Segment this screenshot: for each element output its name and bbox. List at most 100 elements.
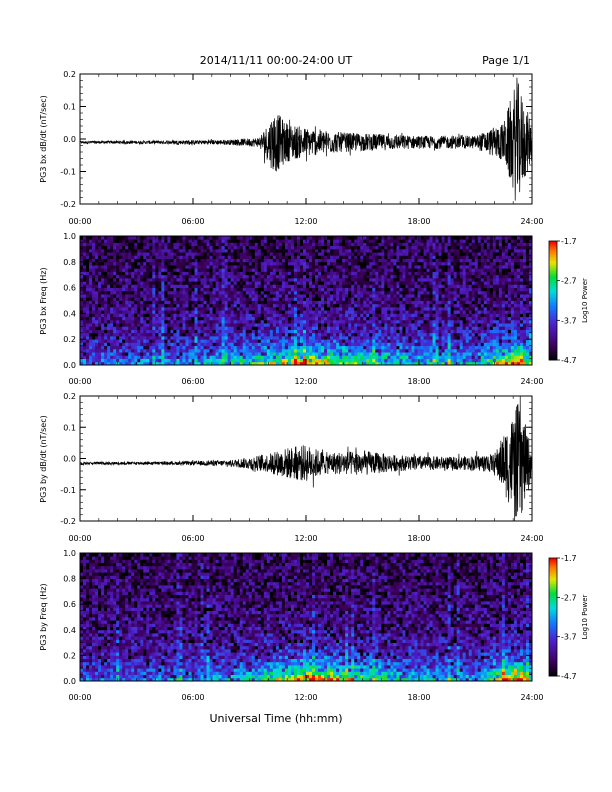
spectrogram-cell bbox=[381, 335, 385, 340]
spectrogram-cell bbox=[116, 306, 120, 311]
spectrogram-cell bbox=[101, 242, 105, 247]
spectrogram-cell bbox=[185, 236, 189, 240]
spectrogram-cell bbox=[101, 277, 105, 282]
spectrogram-cell bbox=[128, 319, 132, 324]
spectrogram-cell bbox=[203, 310, 207, 314]
spectrogram-cell bbox=[399, 342, 403, 347]
spectrogram-cell bbox=[318, 248, 322, 253]
spectrogram-cell bbox=[357, 294, 361, 298]
spectrogram-cell bbox=[227, 345, 232, 350]
spectrogram-cell bbox=[80, 361, 84, 366]
spectrogram-cell bbox=[281, 358, 286, 363]
spectrogram-cell bbox=[318, 323, 322, 327]
spectrogram-cell bbox=[278, 355, 283, 359]
spectrogram-cell bbox=[107, 345, 111, 350]
spectrogram-cell bbox=[92, 281, 96, 285]
spectrogram-cell bbox=[330, 255, 334, 259]
spectrogram-cell bbox=[242, 335, 247, 340]
spectrogram-cell bbox=[233, 297, 238, 301]
spectrogram-cell bbox=[254, 358, 259, 363]
spectrogram-cell bbox=[158, 300, 162, 305]
spectrogram-cell bbox=[312, 277, 316, 282]
spectrogram-cell bbox=[312, 261, 316, 266]
spectrogram-cell bbox=[209, 339, 213, 343]
spectrogram-cell bbox=[336, 345, 340, 350]
spectrogram-cell bbox=[257, 287, 262, 292]
spectrogram-cell bbox=[200, 355, 204, 359]
spectrogram-cell bbox=[209, 265, 213, 269]
spectrogram-cell bbox=[420, 332, 424, 337]
spectrogram-cell bbox=[113, 326, 117, 330]
spectrogram-cell bbox=[104, 265, 108, 269]
spectrogram-cell bbox=[296, 361, 301, 366]
spectrogram-cell bbox=[417, 306, 421, 311]
spectrogram-cell bbox=[251, 345, 256, 350]
spectrogram-cell bbox=[224, 316, 229, 321]
spectrogram-cell bbox=[387, 287, 391, 292]
spectrogram-cell bbox=[110, 236, 114, 240]
spectrogram-cell bbox=[248, 306, 253, 311]
spectrogram-cell bbox=[158, 236, 162, 240]
spectrogram-cell bbox=[417, 332, 421, 337]
spectrogram-cell bbox=[290, 319, 295, 324]
spectrogram-cell bbox=[354, 297, 358, 301]
spectrogram-cell bbox=[420, 326, 424, 330]
spectrogram-cell bbox=[438, 313, 442, 318]
spectrogram-cell bbox=[399, 323, 403, 327]
spectrogram-cell bbox=[336, 306, 340, 311]
spectrogram-cell bbox=[227, 242, 232, 247]
spectrogram-cell bbox=[372, 297, 376, 301]
spectrogram-cell bbox=[441, 248, 446, 253]
spectrogram-cell bbox=[194, 287, 198, 292]
spectrogram-cell bbox=[306, 329, 310, 334]
spectrogram-cell bbox=[254, 277, 259, 282]
spectrogram-cell bbox=[167, 258, 171, 263]
spectrogram-cell bbox=[170, 284, 174, 289]
spectrogram-cell bbox=[375, 310, 379, 314]
spectrogram-cell bbox=[348, 345, 352, 350]
spectrogram-cell bbox=[312, 255, 316, 259]
spectrogram-cell bbox=[372, 329, 376, 334]
spectrogram-cell bbox=[215, 258, 220, 263]
spectrogram-cell bbox=[149, 358, 153, 363]
spectrogram-cell bbox=[438, 236, 442, 240]
spectrogram-cell bbox=[384, 319, 388, 324]
spectrogram-cell bbox=[113, 277, 117, 282]
spectrogram-cell bbox=[224, 306, 229, 311]
spectrogram-cell bbox=[299, 342, 304, 347]
spectrogram-cell bbox=[113, 313, 117, 318]
spectrogram-cell bbox=[137, 261, 141, 266]
spectrogram-cell bbox=[218, 300, 223, 305]
spectrogram-cell bbox=[387, 268, 391, 272]
spectrogram-cell bbox=[203, 316, 207, 321]
spectrogram-cell bbox=[155, 265, 159, 269]
spectrogram-cell bbox=[293, 335, 298, 340]
spectrogram-cell bbox=[321, 248, 325, 253]
spectrogram-cell bbox=[95, 326, 99, 330]
spectrogram-cell bbox=[306, 339, 310, 343]
spectrogram-cell bbox=[266, 255, 271, 259]
spectrogram-cell bbox=[206, 248, 210, 253]
spectrogram-cell bbox=[140, 345, 144, 350]
spectrogram-cell bbox=[375, 323, 379, 327]
spectrogram-cell bbox=[221, 274, 226, 279]
spectrogram-cell bbox=[345, 242, 349, 247]
spectrogram-cell bbox=[330, 306, 334, 311]
spectrogram-cell bbox=[215, 300, 220, 305]
spectrogram-cell bbox=[251, 248, 256, 253]
spectrogram-cell bbox=[269, 287, 274, 292]
spectrogram-cell bbox=[143, 287, 147, 292]
spectrogram-cell bbox=[393, 255, 397, 259]
spectrogram-cell bbox=[306, 294, 310, 298]
spectrogram-cell bbox=[143, 348, 147, 353]
spectrogram-cell bbox=[366, 300, 370, 305]
spectrogram-cell bbox=[140, 329, 144, 334]
spectrogram-cell bbox=[146, 300, 150, 305]
spectrogram-cell bbox=[200, 342, 204, 347]
spectrogram-cell bbox=[405, 281, 409, 285]
spectrogram-cell bbox=[140, 361, 144, 366]
spectrogram-cell bbox=[296, 239, 301, 243]
spectrogram-cell bbox=[284, 335, 289, 340]
spectrogram-cell bbox=[278, 284, 283, 289]
spectrogram-cell bbox=[224, 245, 229, 250]
